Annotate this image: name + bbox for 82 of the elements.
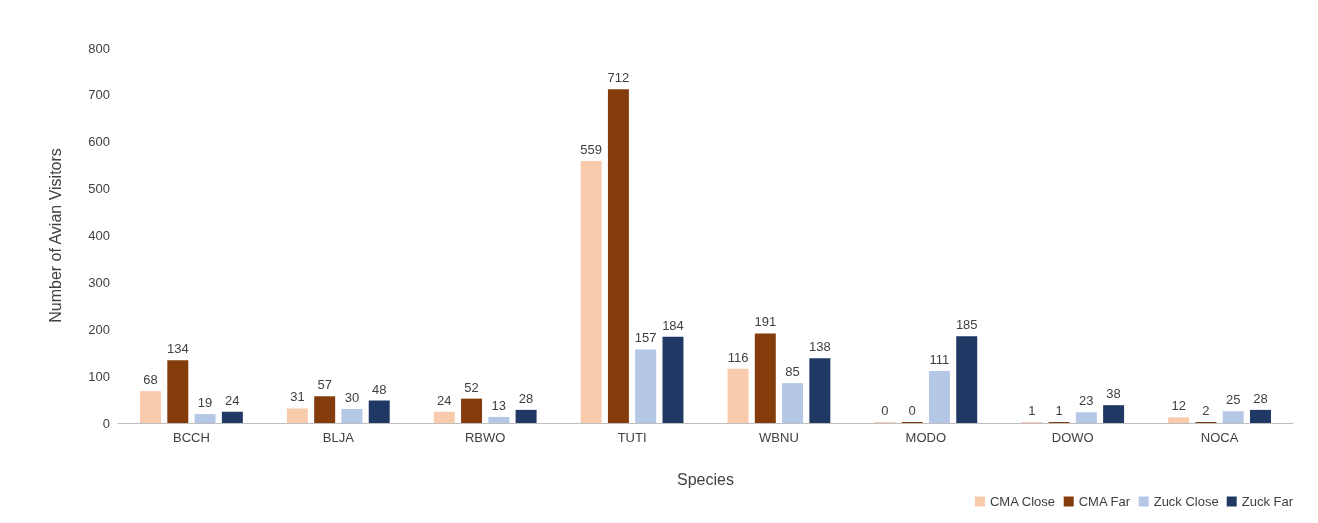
data-label: 28 xyxy=(518,390,534,406)
bar xyxy=(461,398,483,423)
bar xyxy=(194,414,216,423)
data-label: 0 xyxy=(881,403,889,418)
bar xyxy=(1222,411,1244,423)
data-label: 712 xyxy=(607,70,630,86)
data-label: 1 xyxy=(1055,403,1063,418)
data-label: 191 xyxy=(754,314,777,330)
bar xyxy=(782,383,804,423)
bar xyxy=(727,368,749,423)
y-tick-label: 700 xyxy=(88,87,110,103)
x-axis-title: Species xyxy=(677,470,734,488)
data-label: 13 xyxy=(491,397,507,413)
bar xyxy=(956,336,978,423)
data-label: 68 xyxy=(143,372,158,388)
data-label: 52 xyxy=(464,379,479,395)
y-tick-label: 0 xyxy=(102,415,110,431)
x-tick-label: DOWO xyxy=(1051,430,1094,445)
x-tick-label: WBNU xyxy=(759,430,799,445)
legend-label: CMA Far xyxy=(1078,494,1131,509)
bar xyxy=(754,333,776,423)
y-tick-label: 200 xyxy=(88,321,110,337)
x-tick-label: BLJA xyxy=(322,430,355,445)
data-label: 1 xyxy=(1028,403,1036,418)
y-tick-label: 600 xyxy=(88,134,110,150)
y-tick-label: 500 xyxy=(88,181,110,197)
x-tick-label: MODO xyxy=(905,430,947,445)
data-label: 111 xyxy=(929,351,950,367)
x-tick-label: BCCH xyxy=(173,430,210,445)
bar xyxy=(662,336,684,423)
data-label: 2 xyxy=(1202,403,1210,418)
data-label: 57 xyxy=(317,377,332,393)
data-label: 184 xyxy=(662,317,684,333)
bar xyxy=(580,160,602,423)
data-label: 138 xyxy=(809,339,831,355)
data-label: 23 xyxy=(1079,393,1094,409)
data-label: 25 xyxy=(1225,392,1241,408)
data-label: 30 xyxy=(344,389,360,405)
bar xyxy=(515,409,537,423)
data-label: 85 xyxy=(785,364,800,380)
data-label: 28 xyxy=(1253,390,1268,406)
data-label: 48 xyxy=(371,381,387,397)
legend-label: CMA Close xyxy=(989,494,1055,509)
bar xyxy=(635,349,657,423)
bar xyxy=(1075,412,1097,423)
bar xyxy=(368,400,390,423)
legend-label: Zuck Far xyxy=(1241,494,1294,509)
y-axis-title: Number of Avian Visitors xyxy=(46,148,64,323)
bar xyxy=(433,411,455,423)
data-label: 24 xyxy=(437,392,452,408)
bar xyxy=(1249,409,1271,423)
bar xyxy=(221,411,243,423)
bar xyxy=(167,360,189,423)
bar xyxy=(341,408,363,423)
bar xyxy=(1168,417,1190,423)
data-label: 24 xyxy=(225,392,240,408)
bar xyxy=(286,408,308,423)
bar xyxy=(140,391,162,423)
bar xyxy=(928,370,950,423)
y-tick-label: 800 xyxy=(88,40,110,56)
data-label: 134 xyxy=(166,341,189,357)
bar xyxy=(1103,405,1125,423)
data-label: 12 xyxy=(1171,398,1186,414)
y-tick-label: 100 xyxy=(88,368,110,384)
data-label: 157 xyxy=(634,330,657,346)
x-tick-label: RBWO xyxy=(464,430,506,445)
x-tick-label: NOCA xyxy=(1200,430,1239,445)
data-label: 559 xyxy=(580,141,602,157)
x-tick-label: TUTI xyxy=(617,430,647,445)
data-label: 116 xyxy=(727,349,749,365)
legend-label: Zuck Close xyxy=(1153,494,1219,509)
bar xyxy=(607,89,629,423)
data-label: 19 xyxy=(197,395,213,411)
data-label: 38 xyxy=(1106,386,1121,402)
data-label: 31 xyxy=(290,389,305,405)
data-label: 185 xyxy=(955,317,978,333)
bar xyxy=(488,416,510,423)
bar xyxy=(809,358,831,423)
data-label: 0 xyxy=(908,403,916,418)
y-tick-label: 400 xyxy=(88,228,110,243)
y-tick-label: 300 xyxy=(88,274,110,290)
bar xyxy=(314,396,336,423)
